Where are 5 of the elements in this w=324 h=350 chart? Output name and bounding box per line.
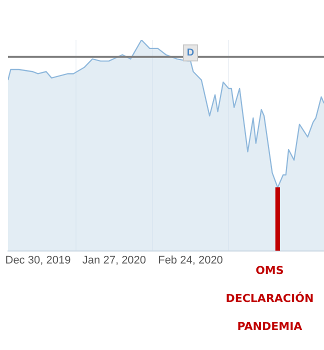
x-tick-label: Dec 30, 2019 — [5, 254, 71, 266]
annotation: D — [186, 48, 194, 59]
x-tick-label: Jan 27, 2020 — [82, 254, 146, 266]
x-tick-label: Feb 24, 2020 — [158, 254, 223, 266]
text: OMS DECLARACIÓN PANDEMIA — [226, 264, 314, 333]
